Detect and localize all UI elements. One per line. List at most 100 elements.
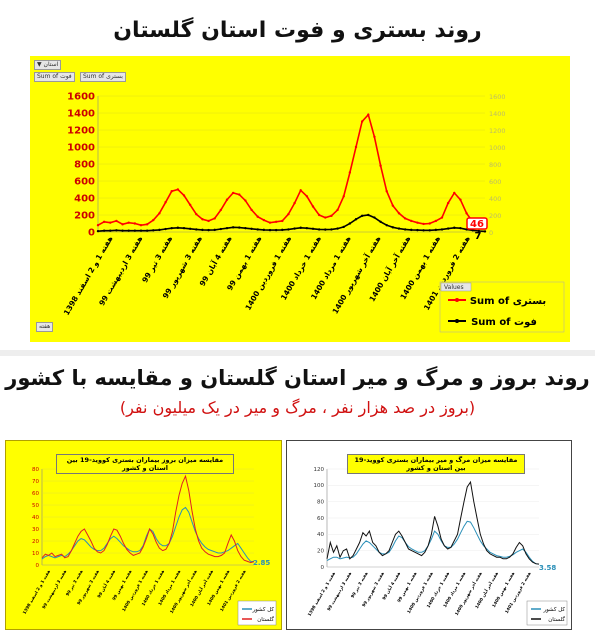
left-y-tick-label: 10 (32, 551, 39, 557)
section-title: روند بروز و مرگ و میر استان گلستان و مقا… (5, 366, 590, 390)
main-series-point-0 (459, 198, 462, 201)
main-series-point-0 (379, 164, 382, 167)
main-y-tick-label: 1600 (67, 91, 95, 102)
right-y-tick-label: 0 (321, 565, 325, 571)
main-series-point-0 (453, 191, 456, 195)
main-series-point-1 (397, 227, 401, 230)
week-field-button[interactable]: هفته (36, 322, 54, 332)
main-series-point-1 (391, 226, 395, 229)
main-series-point-0 (250, 208, 253, 212)
main-series-point-0 (152, 218, 155, 222)
right-y-tick-label: 20 (317, 549, 324, 555)
incidence-chart-panel: مقایسه میزان بروز بیماران بستری کووید-19… (5, 440, 282, 630)
main-series-point-1 (453, 226, 456, 229)
main-series-point-0 (139, 224, 143, 227)
left-x-tick-label: هفته 1 و 2 اسفند 1398 (22, 569, 52, 615)
main-series-point-0 (176, 188, 180, 191)
main-y2-tick-label: 1000 (489, 144, 506, 152)
main-y-tick-label: 0 (88, 227, 95, 238)
main-series-point-1 (410, 228, 413, 232)
main-series-point-1 (324, 228, 327, 231)
mortality-legend-country: کل کشور (542, 606, 565, 613)
section-subtitle: (بروز در صد هزار نفر ، مرگ و میر در یک م… (119, 398, 476, 417)
main-series-point-0 (256, 215, 259, 218)
legend-title-box (440, 282, 472, 292)
main-series-point-0 (342, 195, 345, 198)
end-label-red: 46 (470, 219, 484, 230)
right-y-tick-label: 120 (314, 467, 325, 473)
main-series-point-1 (195, 228, 198, 231)
main-y2-tick-label: 200 (489, 212, 501, 220)
main-series-point-1 (434, 228, 438, 232)
main-series-point-0 (170, 190, 173, 193)
main-series-point-1 (213, 228, 216, 232)
main-series-point-1 (256, 228, 259, 231)
right-x-tick-label: هفته 1 و 2 اسفند 1398 (307, 571, 337, 617)
main-series-point-1 (379, 220, 382, 223)
main-series-point-0 (115, 219, 118, 223)
main-series-point-1 (477, 229, 481, 233)
main-y2-tick-label: 1200 (489, 127, 506, 135)
end-label-black: 7 (475, 231, 482, 242)
left-y-tick-label: 50 (32, 503, 39, 509)
legend-marker-red (455, 298, 459, 302)
right-y-tick-label: 40 (317, 532, 324, 538)
right-series-line-0 (326, 520, 540, 565)
main-series-point-1 (133, 229, 137, 232)
mortality-line-chart: 0 20 40 60 80 100 120 هفته 1 و 2 اسفند 1398 هفت… (307, 467, 568, 626)
main-series-point-1 (422, 229, 425, 232)
main-series-point-1 (299, 226, 302, 229)
left-y-tick-label: 70 (32, 479, 39, 485)
main-series-point-1 (367, 213, 370, 217)
main-series-line-1 (97, 214, 486, 233)
main-series-point-1 (152, 229, 155, 232)
main-series-point-0 (428, 222, 431, 225)
main-series-point-1 (102, 229, 106, 232)
main-y2-tick-label: 800 (489, 161, 501, 169)
right-y-tick-label: 80 (317, 500, 324, 506)
main-series-point-0 (348, 171, 352, 174)
incidence-legend-province: گلستان (257, 616, 274, 623)
pivot-field-death[interactable]: Sum of فوت (34, 72, 75, 82)
main-series-point-0 (158, 212, 161, 215)
main-series-point-1 (373, 216, 376, 219)
legend-title: Values (444, 284, 464, 291)
main-series-point-1 (305, 226, 309, 230)
main-series-point-1 (311, 227, 315, 230)
main-series-point-1 (231, 226, 235, 229)
main-series-point-1 (342, 225, 345, 229)
main-series-point-0 (195, 212, 198, 216)
legend-item-death: Sum of فوت (471, 317, 537, 328)
left-y-tick-label: 30 (32, 527, 39, 533)
main-y2-tick-label: 1600 (489, 93, 506, 101)
main-series-point-1 (385, 224, 388, 227)
right-y-tick-label: 100 (314, 483, 325, 489)
main-series-point-0 (268, 221, 272, 224)
main-y-tick-label: 1200 (67, 125, 95, 136)
main-series-point-1 (459, 226, 462, 230)
main-y-tick-label: 800 (74, 159, 95, 170)
incidence-legend-box (237, 600, 277, 626)
incidence-end-label: 2.85 (253, 559, 270, 567)
main-series-point-1 (238, 226, 241, 229)
main-series-point-1 (360, 214, 364, 218)
right-x-tick-label: هفته 3 تیر 99 (350, 571, 369, 599)
main-y-tick-label: 600 (74, 176, 95, 187)
legend-item-hospital: Sum of بستری (470, 296, 546, 307)
main-series-point-0 (416, 221, 419, 224)
main-series-point-1 (115, 229, 118, 232)
main-y2-tick-label: 600 (489, 178, 501, 186)
main-series-point-1 (121, 229, 124, 232)
main-series-point-1 (164, 227, 167, 231)
pivot-field-hospital[interactable]: Sum of بستری (80, 72, 126, 82)
main-y2-tick-label: 400 (489, 195, 501, 203)
main-series-point-0 (102, 220, 106, 223)
end-label-red-box (466, 217, 488, 230)
main-series-point-0 (330, 214, 333, 218)
main-series-point-0 (225, 198, 229, 201)
main-y-tick-label: 200 (74, 210, 95, 221)
main-series-point-0 (133, 222, 137, 225)
filter-button[interactable]: ▼ استان (34, 60, 62, 70)
filter-icon: ▼ (37, 61, 42, 68)
main-series-point-0 (465, 212, 468, 215)
